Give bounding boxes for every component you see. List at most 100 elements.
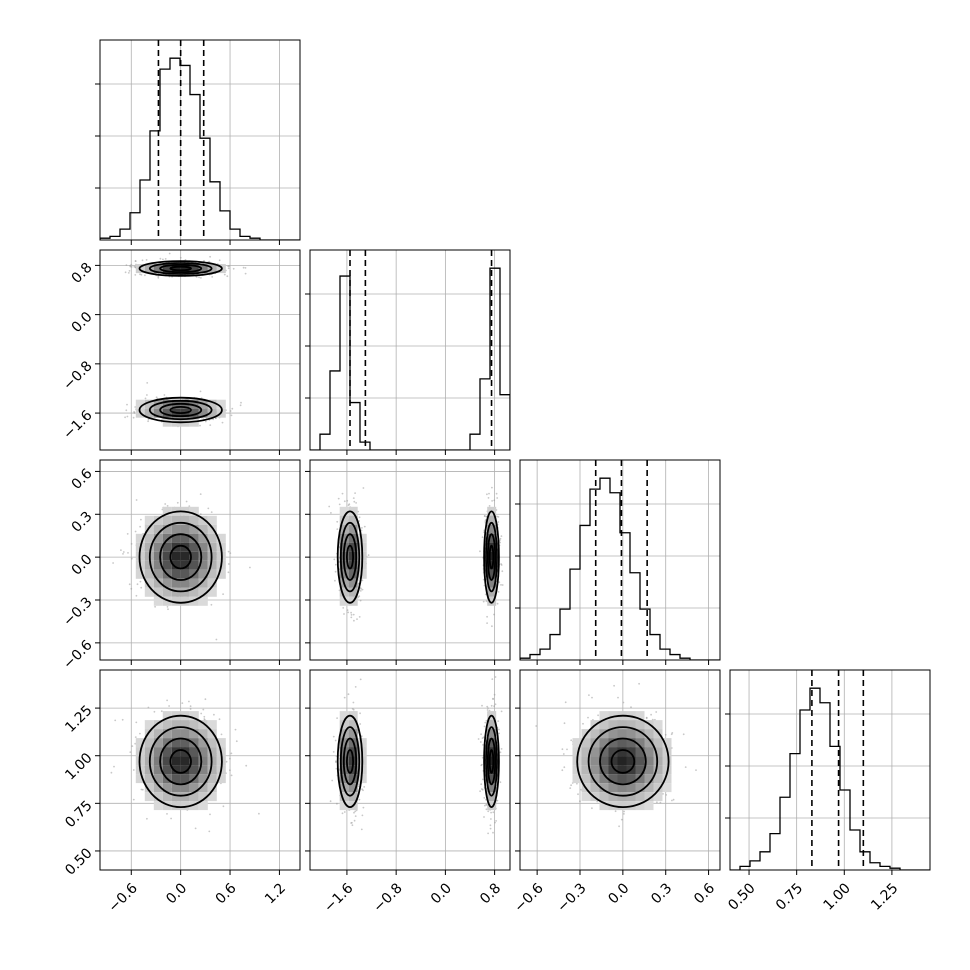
scatter-point	[671, 799, 673, 802]
x-tick-label: 0.0	[428, 880, 455, 907]
contour-level	[148, 399, 213, 421]
density-cell	[348, 587, 358, 597]
contour-level	[342, 737, 358, 786]
scatter-point	[135, 594, 138, 597]
scatter-point	[630, 706, 632, 709]
density-cell	[162, 765, 172, 775]
density-cell	[348, 783, 358, 793]
scatter-point	[350, 611, 352, 614]
density-cell	[180, 515, 190, 525]
scatter-point	[482, 600, 485, 603]
density-cell	[189, 399, 199, 409]
density-cell	[144, 738, 154, 748]
density-cell	[617, 774, 627, 784]
scatter-point	[160, 710, 163, 713]
scatter-point	[493, 613, 495, 616]
density-cell	[644, 774, 654, 784]
scatter-point	[134, 274, 137, 276]
density-cell	[626, 747, 636, 757]
scatter-point	[618, 825, 620, 828]
density-cell	[357, 738, 367, 748]
density-cell	[216, 774, 226, 784]
histogram-step	[310, 267, 510, 450]
density-cell	[617, 765, 627, 775]
scatter-point	[147, 418, 150, 421]
scatter-point	[343, 696, 346, 699]
density-cell	[626, 792, 636, 802]
density-cell	[189, 551, 199, 561]
scatter-point	[499, 781, 502, 784]
scatter-point	[501, 584, 504, 586]
scatter-point	[189, 705, 192, 708]
density-cell	[162, 506, 172, 516]
density-cell	[180, 792, 190, 802]
density-cell	[144, 399, 154, 409]
contour-level	[148, 726, 213, 797]
hist-panel-0	[95, 39, 301, 245]
scatter-point	[650, 713, 652, 716]
scatter-panel-2-0: −0.6 −0.3 0.0 0.3 0.6	[60, 459, 301, 673]
density-cell	[216, 738, 226, 748]
contour-level	[483, 510, 500, 604]
density-cell	[153, 408, 163, 418]
density-cell	[162, 720, 172, 730]
density-cell	[644, 765, 654, 775]
scatter-point	[157, 275, 160, 278]
scatter-panel-3-0: 0.50 0.75 1.00 1.25 −0.6 0.0 0.6 1.2	[62, 669, 301, 916]
scatter-point	[162, 258, 164, 261]
density-cell	[162, 264, 172, 274]
scatter-point	[332, 735, 335, 738]
contour-level	[485, 726, 498, 797]
contour-level	[169, 544, 192, 570]
x-tick-label: −1.6	[321, 880, 356, 915]
scatter-point	[500, 564, 503, 566]
scatter-point	[230, 774, 233, 777]
density-cell	[162, 515, 172, 525]
density-cell	[153, 747, 163, 757]
density-cell	[487, 515, 497, 525]
scatter-panel-1-0: −1.6 −0.8 0.0 0.8	[60, 249, 301, 455]
scatter-point	[135, 499, 138, 501]
density-cell	[599, 765, 609, 775]
scatter-point	[334, 570, 337, 573]
density-cell	[662, 738, 672, 748]
density-cell	[171, 801, 181, 811]
scatter-point	[342, 607, 345, 609]
scatter-point	[130, 263, 133, 266]
scatter-point	[623, 813, 625, 815]
density-cell	[144, 729, 154, 739]
density-cell	[617, 738, 627, 748]
y-tick-label: 0.6	[69, 466, 96, 493]
scatter-point	[491, 500, 493, 502]
scatter-point	[487, 810, 490, 813]
scatter-point	[210, 511, 213, 513]
scatter-point	[140, 788, 143, 791]
density-cell	[348, 792, 358, 802]
scatter-point	[483, 515, 486, 517]
x-tick-label: 0.50	[725, 880, 758, 913]
density-cell	[189, 533, 199, 543]
density-cell	[171, 756, 181, 766]
scatter-point	[490, 818, 492, 820]
density-cell	[180, 765, 190, 775]
scatter-point	[121, 718, 124, 721]
density-cell	[599, 756, 609, 766]
scatter-point	[346, 499, 349, 502]
x-tick-label: −0.6	[511, 880, 546, 915]
scatter-point	[489, 824, 492, 827]
scatter-point	[338, 560, 341, 563]
scatter-point	[235, 740, 238, 743]
scatter-point	[489, 827, 492, 830]
density-cell	[608, 756, 618, 766]
scatter-point	[493, 693, 496, 696]
density-cell	[153, 560, 163, 570]
density-cell	[581, 792, 591, 802]
contour-level	[148, 521, 213, 593]
scatter-point	[168, 252, 171, 255]
scatter-point	[484, 593, 487, 596]
density-cell	[590, 756, 600, 766]
density-cell	[135, 774, 145, 784]
density-cell	[599, 720, 609, 730]
scatter-point	[113, 765, 115, 768]
scatter-point	[562, 753, 565, 755]
